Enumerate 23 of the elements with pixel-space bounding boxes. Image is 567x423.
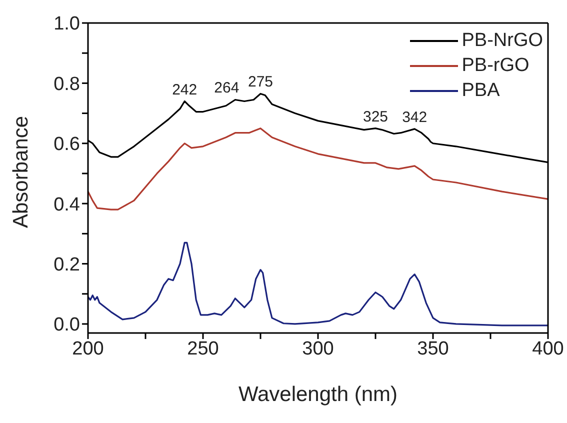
annotation: 275: [248, 74, 274, 91]
x-tick-label: 200: [72, 338, 104, 360]
legend-label: PB-NrGO: [462, 29, 543, 53]
legend-label: PBA: [462, 79, 500, 103]
y-tick-label: 0.8: [54, 74, 80, 95]
annotation: 325: [362, 108, 388, 126]
legend-label: PB-rGO: [462, 54, 530, 78]
annotation: 342: [402, 108, 428, 126]
y-tick-label: 0.0: [54, 314, 80, 336]
annotation: 264: [214, 80, 240, 97]
y-tick-label: 0.6: [54, 134, 80, 156]
y-tick-label: 0.2: [54, 254, 80, 276]
line-series: [88, 128, 548, 210]
x-tick-label: 400: [532, 338, 564, 360]
y-tick-label: 1.0: [54, 14, 80, 35]
y-axis-title: Absorbance: [9, 116, 32, 228]
x-axis-title: Wavelength (nm): [238, 383, 398, 406]
x-tick-label: 250: [187, 338, 219, 360]
line-series: [88, 242, 548, 326]
x-tick-label: 300: [302, 338, 334, 360]
annotation: 242: [172, 81, 198, 98]
y-tick-label: 0.4: [54, 194, 80, 216]
x-tick-label: 350: [417, 338, 449, 360]
